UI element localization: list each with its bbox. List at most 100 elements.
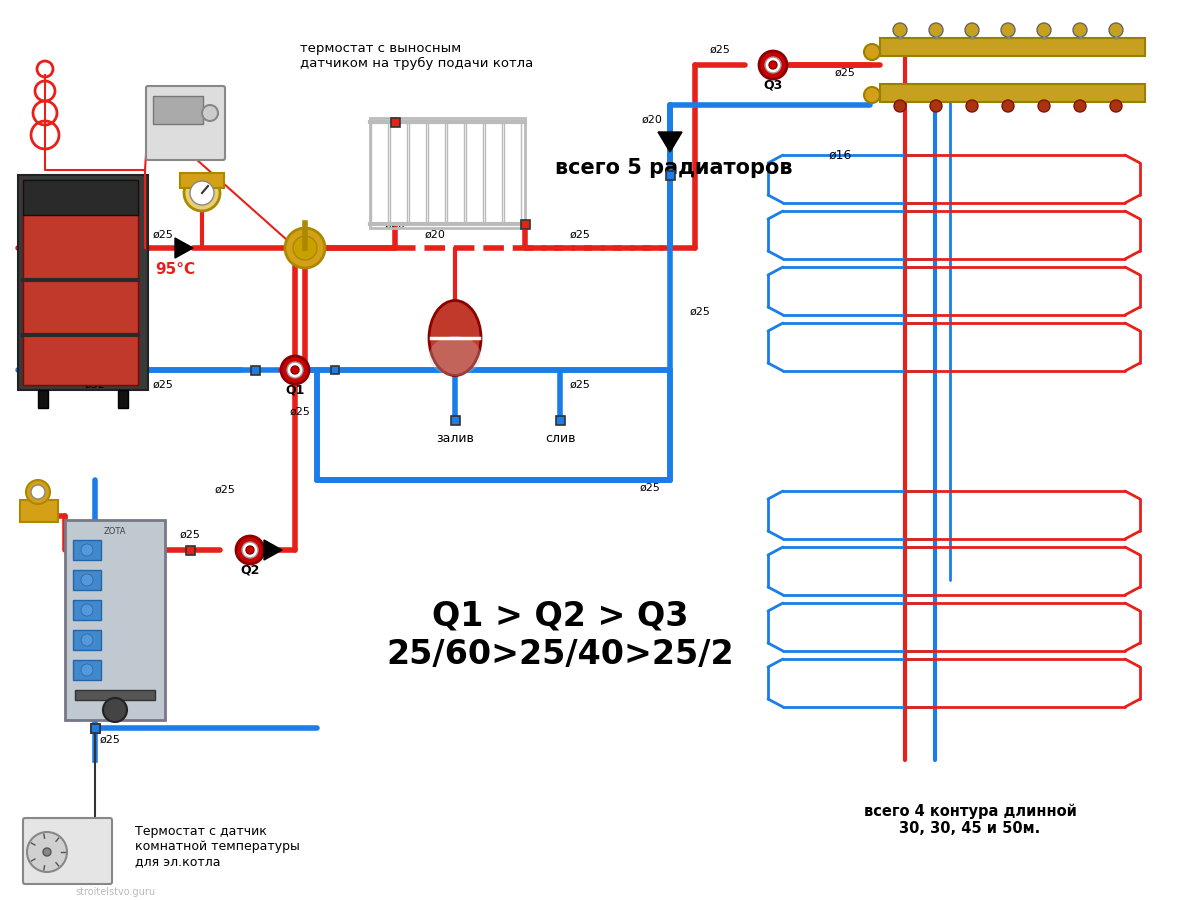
Circle shape [28,832,67,872]
Circle shape [965,23,980,37]
Circle shape [930,100,942,112]
Bar [880,38,1145,56]
Text: Термостат с датчик
комнатной температуры
для эл.котла: Термостат с датчик комнатной температуры… [135,825,300,868]
Bar [370,118,525,228]
Bar [23,180,138,385]
Circle shape [43,848,52,856]
Circle shape [765,57,781,73]
Text: ø25: ø25 [152,380,174,390]
Circle shape [287,362,303,378]
Bar [390,122,406,224]
Text: слив: слив [544,431,576,445]
Text: ø32: ø32 [85,380,106,390]
Text: Q2: Q2 [240,563,260,577]
Bar [73,570,101,590]
Bar [331,366,339,374]
Polygon shape [264,540,282,560]
Circle shape [31,485,46,499]
Bar [18,175,147,390]
Bar [73,600,101,620]
Bar [665,170,675,179]
Circle shape [183,175,219,211]
Circle shape [864,87,880,103]
Text: Q3: Q3 [764,78,783,92]
Text: ø25: ø25 [710,45,730,55]
Text: ø25: ø25 [639,483,661,493]
Circle shape [26,480,50,504]
Circle shape [769,61,777,69]
Text: всего 5 радиаторов: всего 5 радиаторов [555,158,793,178]
Bar [486,122,502,224]
Circle shape [281,356,309,384]
Circle shape [1037,23,1052,37]
Bar [73,660,101,680]
FancyBboxPatch shape [146,86,225,160]
Circle shape [242,542,258,558]
Circle shape [285,228,325,268]
Text: ø16: ø16 [829,148,851,161]
Circle shape [82,544,94,556]
Circle shape [1038,100,1050,112]
Circle shape [1109,23,1123,37]
FancyBboxPatch shape [23,818,112,884]
Text: ø20: ø20 [424,230,446,240]
Text: ø25: ø25 [215,485,235,495]
Bar [90,724,100,733]
Text: stroitelstvo.guru: stroitelstvo.guru [76,887,155,897]
Text: ZOTA: ZOTA [104,527,126,536]
Text: ø25: ø25 [100,735,120,745]
Bar [90,724,100,733]
Circle shape [1002,100,1014,112]
Circle shape [1001,23,1016,37]
Bar [409,122,426,224]
Bar [76,690,155,700]
Circle shape [864,44,880,60]
Circle shape [246,546,254,554]
Bar [73,540,101,560]
Bar [555,416,565,425]
Bar [520,220,530,229]
Bar [180,173,224,188]
Circle shape [1110,100,1122,112]
Bar [370,122,388,224]
Text: ø25: ø25 [835,68,855,78]
Text: всего 4 контура длинной
30, 30, 45 и 50м.: всего 4 контура длинной 30, 30, 45 и 50м… [863,804,1077,836]
Bar [251,365,259,374]
Bar [880,84,1145,102]
Bar [153,96,203,124]
Bar [504,122,522,224]
Bar [118,390,128,408]
Circle shape [759,51,787,79]
Circle shape [893,23,906,37]
Text: залив: залив [436,431,474,445]
Text: ø32: ø32 [85,230,106,240]
Text: Q1: Q1 [285,383,305,397]
Text: ø25: ø25 [570,380,590,390]
Circle shape [82,574,94,586]
Bar [20,500,58,522]
Text: ø25: ø25 [180,530,200,540]
Text: Protherm: Protherm [70,194,101,200]
Circle shape [82,604,94,616]
Circle shape [291,366,299,374]
Bar [186,545,194,554]
Bar [73,630,101,650]
Circle shape [236,536,264,564]
Text: термостат с выносным
датчиком на трубу подачи котла: термостат с выносным датчиком на трубу п… [300,42,534,70]
Circle shape [1074,100,1086,112]
Circle shape [201,105,218,121]
Text: SALUS: SALUS [164,105,192,114]
Bar [451,416,459,425]
Text: ø25: ø25 [295,230,315,240]
Text: ø25: ø25 [689,307,711,317]
Circle shape [82,634,94,646]
Circle shape [293,236,317,260]
Bar [38,390,48,408]
Bar [391,118,399,127]
Circle shape [1073,23,1087,37]
Circle shape [189,181,213,205]
Bar [23,180,138,215]
Circle shape [929,23,942,37]
Text: ø25: ø25 [152,230,174,240]
Text: ø20: ø20 [385,220,405,230]
